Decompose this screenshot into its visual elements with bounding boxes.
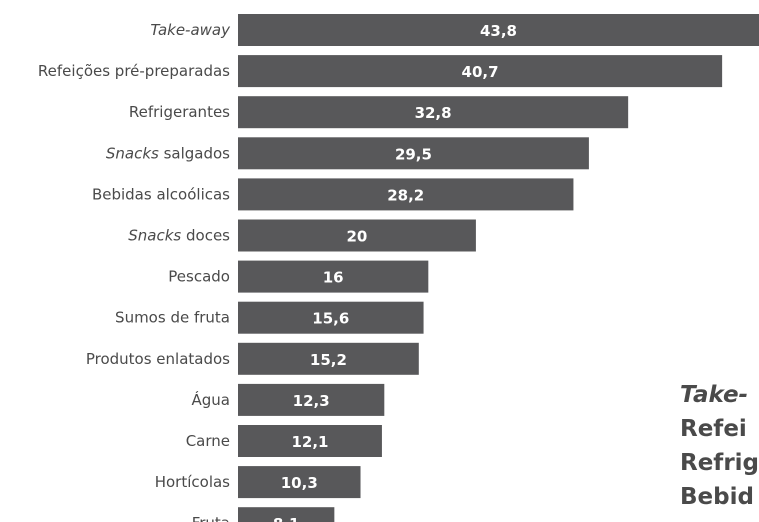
value-label-4: 28,2 — [387, 186, 424, 204]
bar-6 — [238, 260, 429, 293]
value-label-7: 15,6 — [312, 310, 349, 328]
category-label-10: Carne — [186, 432, 230, 450]
legend-fragment-item-2: Refrig — [680, 450, 759, 476]
bar-1 — [238, 55, 723, 88]
bar-12 — [238, 507, 335, 522]
category-label-0: Take-away — [150, 21, 231, 39]
bar-0 — [238, 14, 759, 46]
value-label-12: 8,1 — [273, 515, 300, 522]
bar-7 — [238, 301, 424, 334]
bar-2 — [238, 96, 629, 129]
category-label-5: Snacks doces — [128, 227, 230, 245]
bar-8 — [238, 342, 419, 375]
bar-4 — [238, 178, 574, 211]
bar-11 — [238, 466, 361, 499]
value-label-8: 15,2 — [310, 351, 347, 369]
legend-fragment: Take- Refei Refrig Bebid — [680, 378, 759, 514]
category-label-8: Produtos enlatados — [86, 350, 230, 368]
bar-3 — [238, 137, 589, 170]
value-label-3: 29,5 — [395, 145, 432, 163]
bar-5 — [238, 219, 476, 252]
category-label-1: Refeições pré-preparadas — [38, 62, 230, 80]
category-label-7: Sumos de fruta — [115, 309, 230, 327]
value-label-9: 12,3 — [293, 392, 330, 410]
category-label-11: Hortícolas — [155, 473, 230, 491]
legend-fragment-item-1: Refei — [680, 416, 747, 442]
value-label-0: 43,8 — [480, 22, 517, 40]
category-label-4: Bebidas alcoólicas — [92, 185, 230, 203]
category-label-12: Fruta — [192, 514, 230, 522]
value-label-11: 10,3 — [281, 474, 318, 492]
category-label-3: Snacks salgados — [106, 144, 230, 162]
value-label-1: 40,7 — [462, 63, 499, 81]
legend-fragment-item-3: Bebid — [680, 484, 754, 510]
category-label-2: Refrigerantes — [129, 103, 230, 121]
legend-fragment-item-0: Take- — [680, 382, 749, 408]
value-label-5: 20 — [347, 228, 368, 246]
value-label-6: 16 — [323, 269, 344, 287]
value-label-2: 32,8 — [415, 104, 452, 122]
bar-10 — [238, 425, 382, 457]
category-label-6: Pescado — [168, 268, 230, 286]
bar-9 — [238, 383, 385, 416]
category-label-9: Água — [192, 390, 230, 409]
value-label-10: 12,1 — [291, 433, 328, 451]
